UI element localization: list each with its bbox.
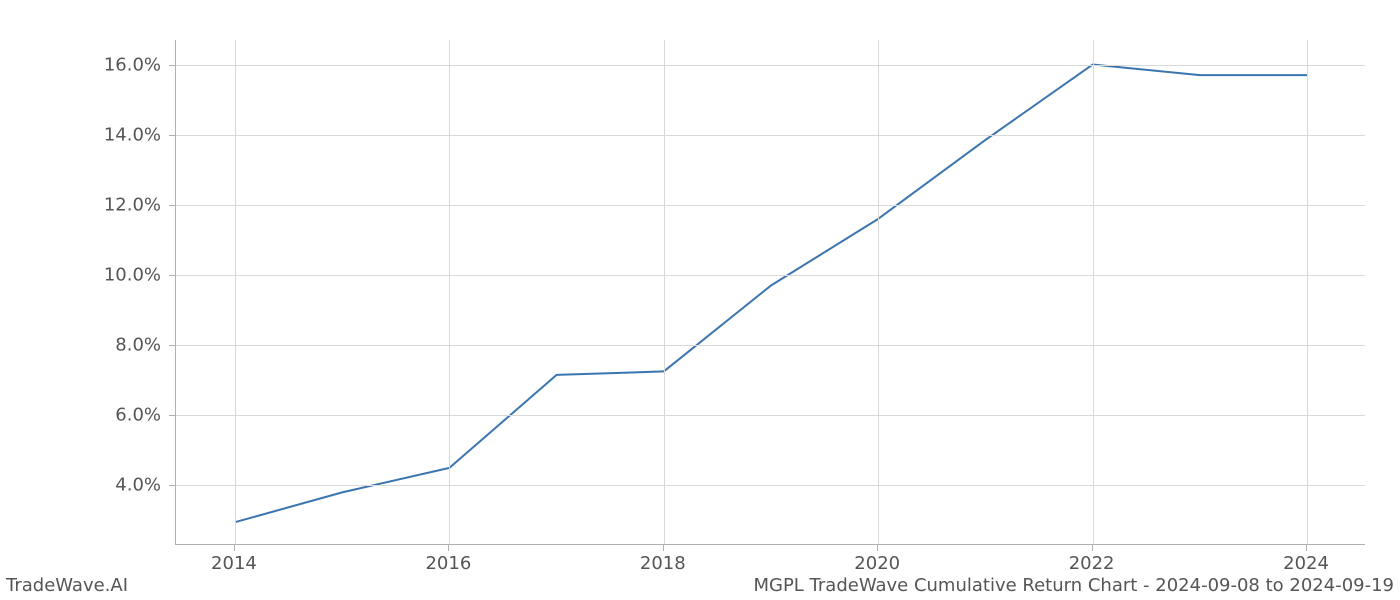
y-tick-mark	[169, 345, 175, 346]
gridline-horizontal	[176, 205, 1365, 206]
x-tick-mark	[1306, 545, 1307, 551]
x-tick-label: 2020	[854, 553, 900, 574]
y-tick-mark	[169, 485, 175, 486]
gridline-horizontal	[176, 275, 1365, 276]
x-tick-label: 2014	[211, 553, 257, 574]
gridline-vertical	[1093, 40, 1094, 544]
y-tick-label: 10.0%	[0, 264, 161, 285]
y-tick-mark	[169, 135, 175, 136]
x-tick-mark	[1092, 545, 1093, 551]
x-tick-mark	[448, 545, 449, 551]
gridline-vertical	[878, 40, 879, 544]
y-tick-mark	[169, 65, 175, 66]
x-tick-mark	[877, 545, 878, 551]
gridline-vertical	[1307, 40, 1308, 544]
x-tick-label: 2016	[425, 553, 471, 574]
y-tick-mark	[169, 275, 175, 276]
gridline-horizontal	[176, 485, 1365, 486]
y-tick-label: 14.0%	[0, 124, 161, 145]
gridline-horizontal	[176, 65, 1365, 66]
y-tick-label: 6.0%	[0, 405, 161, 426]
y-tick-label: 12.0%	[0, 194, 161, 215]
x-tick-mark	[234, 545, 235, 551]
gridline-vertical	[449, 40, 450, 544]
y-tick-label: 4.0%	[0, 475, 161, 496]
gridline-horizontal	[176, 415, 1365, 416]
gridline-vertical	[664, 40, 665, 544]
gridline-horizontal	[176, 135, 1365, 136]
series-line	[235, 65, 1307, 523]
gridline-horizontal	[176, 345, 1365, 346]
plot-area	[175, 40, 1365, 545]
y-tick-mark	[169, 415, 175, 416]
y-tick-label: 8.0%	[0, 335, 161, 356]
y-tick-label: 16.0%	[0, 54, 161, 75]
footer-left-text: TradeWave.AI	[6, 575, 128, 596]
x-tick-label: 2018	[640, 553, 686, 574]
return-line	[176, 40, 1366, 545]
y-tick-mark	[169, 205, 175, 206]
x-tick-label: 2024	[1283, 553, 1329, 574]
x-tick-label: 2022	[1069, 553, 1115, 574]
gridline-vertical	[235, 40, 236, 544]
x-tick-mark	[663, 545, 664, 551]
footer-right-text: MGPL TradeWave Cumulative Return Chart -…	[753, 575, 1394, 596]
chart-container: TradeWave.AI MGPL TradeWave Cumulative R…	[0, 0, 1400, 600]
